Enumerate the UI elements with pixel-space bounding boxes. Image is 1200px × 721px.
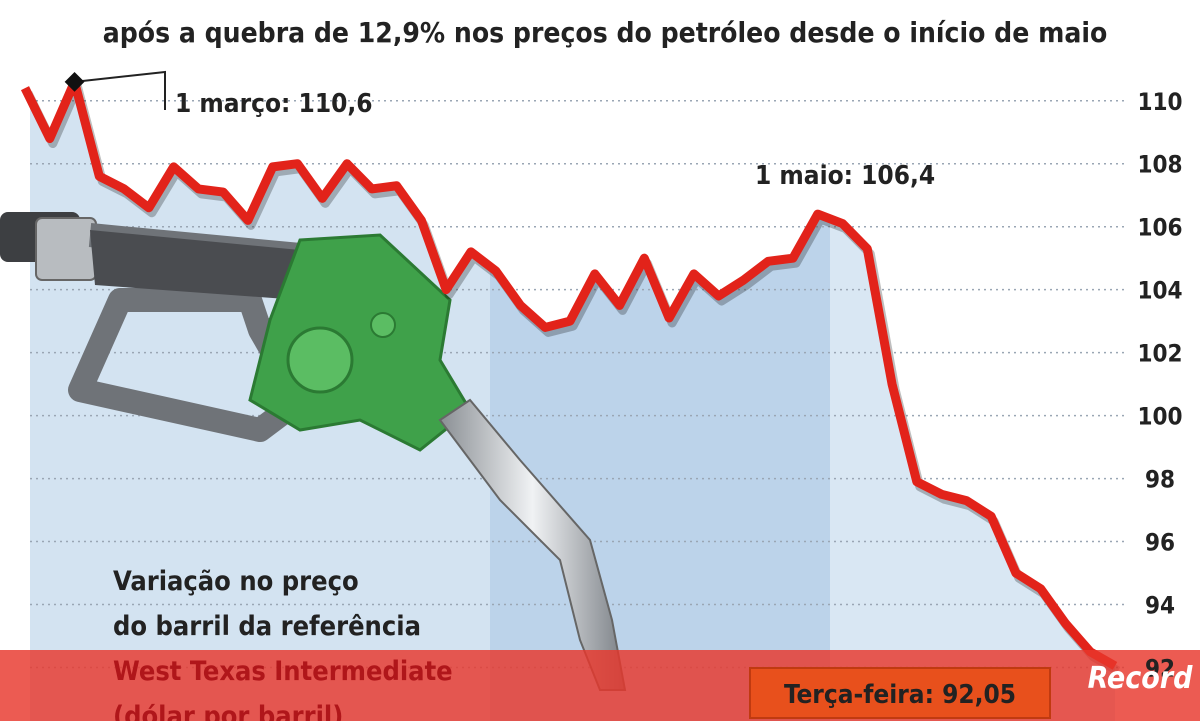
annotation: Terça-feira: 92,05 — [784, 680, 1016, 710]
annotation-box — [749, 667, 1051, 719]
logo: Record — [1088, 661, 1193, 696]
y-tick-label: 110 — [1137, 88, 1182, 116]
y-tick-label: 100 — [1137, 403, 1182, 431]
area-above — [25, 0, 1115, 666]
note-line: (dólar por barril) — [113, 701, 343, 721]
y-tick-label: 106 — [1137, 214, 1182, 242]
annotation-marker — [64, 71, 85, 92]
plot-area — [20, 77, 1121, 675]
overlay: 92 94 96 98 100 102 104 106 108 110 após a quebra … — [64, 16, 1193, 721]
y-tick-label: 96 — [1145, 529, 1175, 557]
y-tick-label: 104 — [1137, 277, 1182, 305]
note-line: West Texas Intermediate — [113, 656, 453, 687]
y-tick-label: 102 — [1137, 340, 1182, 368]
fuel-nozzle-illustration — [0, 212, 627, 691]
annotation: 1 março: 110,6 — [175, 89, 373, 119]
line — [20, 77, 1118, 670]
note-line: Variação no preço — [113, 566, 359, 597]
y-tick-label: 94 — [1145, 592, 1175, 620]
chart-title: após a quebra de 12,9% nos preços do pet… — [103, 16, 1108, 49]
y-tick-label: 108 — [1137, 151, 1182, 179]
y-tick-label: 92 — [1145, 654, 1175, 682]
annotation: 1 maio: 106,4 — [755, 161, 935, 191]
annotation-leader — [74, 70, 166, 110]
y-tick-label: 98 — [1145, 466, 1175, 494]
note-line: do barril da referência — [113, 611, 421, 642]
